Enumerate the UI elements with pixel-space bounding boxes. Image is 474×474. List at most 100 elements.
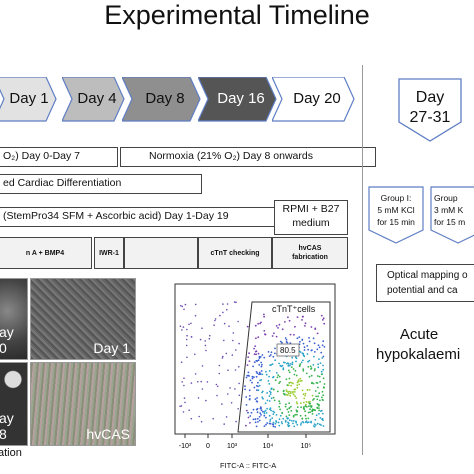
event-dot	[304, 325, 306, 327]
event-dot	[249, 422, 251, 424]
event-dot	[281, 341, 283, 344]
event-dot	[288, 424, 291, 427]
event-dot	[320, 370, 323, 373]
event-dot	[183, 377, 185, 379]
event-dot	[265, 423, 267, 426]
event-dot	[292, 390, 294, 393]
event-dot	[275, 421, 278, 423]
event-dot	[231, 354, 234, 356]
event-dot	[259, 373, 262, 375]
event-dot	[304, 414, 307, 417]
event-dot	[263, 414, 266, 417]
event-dot	[298, 379, 300, 381]
event-dot	[307, 360, 309, 363]
event-dot	[282, 392, 285, 395]
event-dot	[208, 337, 211, 340]
event-dot	[316, 375, 319, 377]
event-dot	[252, 418, 255, 421]
event-dot	[252, 365, 254, 368]
event-dot	[223, 322, 226, 325]
event-dot	[293, 420, 295, 422]
event-dot	[259, 322, 261, 325]
event-dot	[179, 405, 181, 408]
event-dot	[302, 401, 305, 404]
event-dot	[305, 403, 307, 406]
event-dot	[287, 316, 289, 319]
event-dot	[225, 352, 228, 355]
event-dot	[255, 408, 258, 411]
event-dot	[296, 423, 299, 426]
day-27-31-marker: Day 27-31	[398, 78, 462, 142]
event-dot	[221, 403, 223, 405]
event-dot	[299, 424, 302, 426]
event-dot	[213, 324, 215, 326]
group-1-line2: 5 mM KCl	[377, 205, 414, 215]
event-dot	[278, 323, 281, 326]
event-dot	[299, 341, 301, 343]
group-2-line3: for 15 m	[434, 217, 465, 227]
event-dot	[303, 355, 306, 358]
event-dots	[179, 301, 326, 428]
x-tick-label: 10⁵	[301, 443, 312, 450]
event-dot	[309, 408, 311, 411]
event-dot	[288, 377, 291, 380]
media-text: (StemPro34 SFM + Ascorbic acid) Day 1-Da…	[3, 210, 229, 222]
event-dot	[305, 417, 307, 420]
event-dot	[269, 418, 272, 421]
event-dot	[245, 376, 248, 379]
event-dot	[265, 373, 268, 376]
event-dot	[275, 414, 278, 416]
event-dot	[206, 381, 209, 383]
event-dot	[180, 304, 182, 307]
event-dot	[251, 375, 254, 378]
event-dot	[323, 346, 326, 348]
event-dot	[296, 413, 298, 416]
event-dot	[279, 340, 282, 343]
event-dot	[263, 412, 266, 415]
event-dot	[190, 336, 193, 338]
event-dot	[270, 397, 273, 400]
event-dot	[264, 333, 267, 336]
acute-label: Acute	[399, 326, 439, 343]
event-dot	[274, 379, 277, 382]
event-dot	[233, 301, 236, 303]
event-dot	[183, 308, 185, 311]
event-dot	[255, 385, 258, 387]
event-dot	[260, 361, 263, 364]
event-dot	[313, 409, 316, 411]
event-dot	[304, 392, 307, 395]
event-dot	[312, 399, 314, 401]
event-dot	[298, 336, 301, 338]
step-line1: n A + BMP4	[25, 249, 65, 257]
event-dot	[257, 336, 260, 339]
timeline-label: Day 4	[77, 90, 117, 107]
event-dot	[246, 364, 249, 366]
event-dot	[318, 392, 321, 395]
event-dot	[223, 339, 225, 342]
gate-value: 80.5	[280, 346, 296, 355]
event-dot	[263, 425, 266, 427]
event-dot	[258, 357, 261, 359]
event-dot	[267, 380, 270, 382]
event-dot	[273, 399, 276, 402]
event-dot	[322, 399, 324, 402]
differentiation-text: ed Cardiac Differentiation	[3, 177, 122, 189]
event-dot	[323, 383, 326, 385]
event-dot	[288, 407, 291, 409]
event-dot	[248, 360, 251, 362]
event-dot	[295, 374, 298, 377]
event-dot	[204, 344, 207, 347]
event-dot	[285, 393, 288, 396]
event-dot	[263, 330, 266, 332]
event-dot	[254, 421, 257, 424]
event-dot	[302, 359, 304, 362]
event-dot	[279, 380, 281, 383]
event-dot	[266, 392, 268, 394]
event-dot	[256, 372, 259, 375]
event-dot	[279, 402, 281, 405]
event-dot	[222, 311, 224, 314]
event-dot	[267, 351, 270, 353]
event-dot	[308, 402, 311, 405]
event-dot	[318, 346, 321, 349]
event-dot	[304, 410, 306, 413]
